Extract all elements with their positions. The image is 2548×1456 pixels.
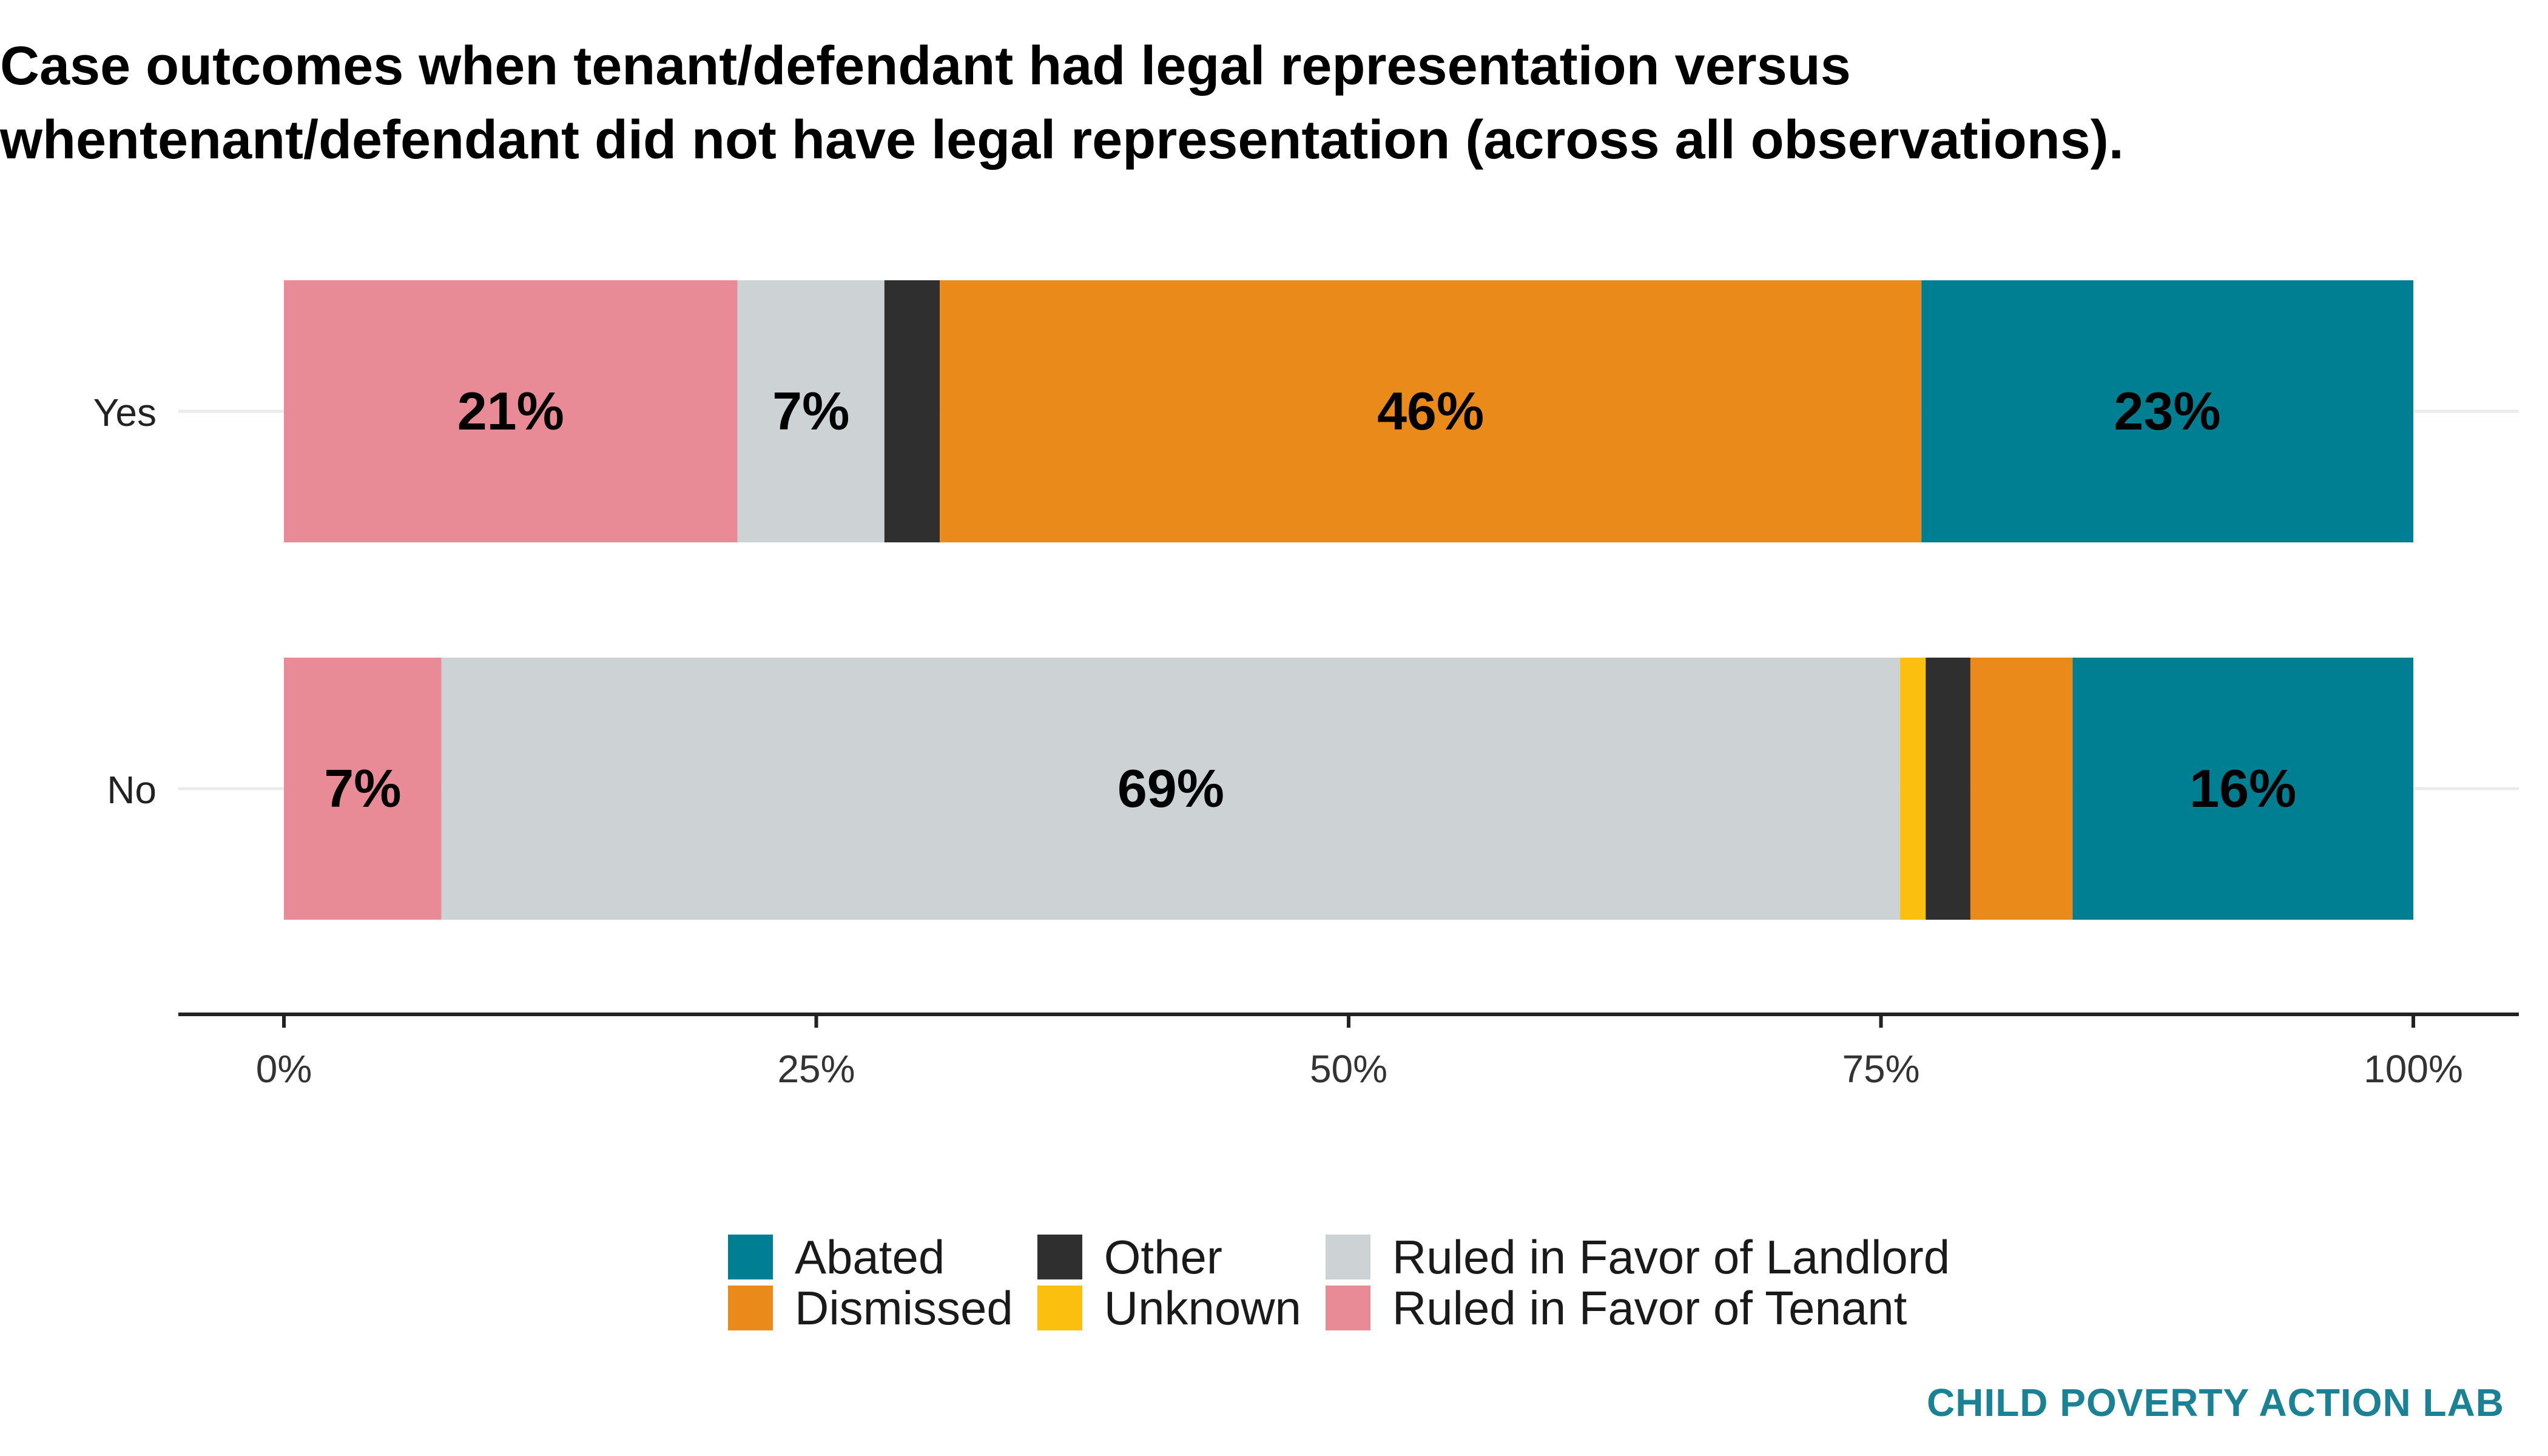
data-label: 7%: [772, 381, 849, 441]
bar-segment: [1900, 658, 1926, 920]
bar-segment: [1921, 280, 2413, 542]
x-tick-label: 0%: [256, 1047, 312, 1091]
data-label: 7%: [324, 758, 401, 818]
legend-label: Ruled in Favor of Tenant: [1392, 1281, 1907, 1335]
legend-item: Unknown: [1037, 1281, 1301, 1335]
legend-swatch: [1325, 1286, 1370, 1330]
legend-label: Abated: [795, 1230, 945, 1284]
bar-segment: [2072, 658, 2413, 920]
bar-segment: [1970, 658, 2073, 920]
legend-swatch: [1037, 1235, 1082, 1279]
bar-segment: [284, 280, 738, 542]
bars: [284, 280, 2413, 920]
x-tick-label: 25%: [777, 1047, 855, 1091]
data-label: 46%: [1377, 381, 1484, 441]
legend-swatch: [728, 1235, 773, 1279]
x-tick-label: 75%: [1842, 1047, 1919, 1091]
bar-segment: [884, 280, 940, 542]
legend-label: Ruled in Favor of Landlord: [1392, 1230, 1950, 1284]
x-tick-label: 50%: [1310, 1047, 1387, 1091]
data-label: 21%: [457, 381, 564, 441]
legend-item: Other: [1037, 1230, 1301, 1284]
bar-segment: [284, 658, 442, 920]
bar-segment: [940, 280, 1922, 542]
x-tick-label: 100%: [2364, 1047, 2463, 1091]
legend-swatch: [728, 1286, 773, 1330]
legend-label: Dismissed: [795, 1281, 1013, 1335]
data-labels: 21% 7% 46% 23% 7% 69% 16%: [324, 381, 2296, 818]
bar-segment: [441, 658, 1901, 920]
legend-item: Dismissed: [728, 1281, 1013, 1335]
data-label: 16%: [2189, 758, 2296, 818]
chart-title: Case outcomes when tenant/defendant had …: [0, 36, 2124, 170]
legend-grid: Abated Other Ruled in Favor of Landlord Dis…: [728, 1230, 1950, 1335]
data-label: 69%: [1117, 758, 1224, 818]
legend-item: Ruled in Favor of Landlord: [1325, 1230, 1950, 1284]
y-tick-label: No: [107, 768, 157, 812]
legend: Abated Other Ruled in Favor of Landlord Dis…: [728, 1230, 1950, 1335]
bar-segment: [737, 280, 885, 542]
bar-segment: [1926, 658, 1970, 920]
legend-label: Other: [1104, 1230, 1222, 1284]
y-tick-label: Yes: [93, 391, 157, 434]
legend-item: Ruled in Favor of Tenant: [1325, 1281, 1950, 1335]
legend-item: Abated: [728, 1230, 1013, 1284]
legend-swatch: [1037, 1286, 1082, 1330]
data-label: 23%: [2114, 381, 2221, 441]
axes: Yes No 0% 25% 50% 75% 100%: [93, 391, 2519, 1091]
legend-label: Unknown: [1104, 1281, 1301, 1335]
legend-swatch: [1325, 1235, 1370, 1279]
source-caption: CHILD POVERTY ACTION LAB: [1926, 1381, 2504, 1424]
